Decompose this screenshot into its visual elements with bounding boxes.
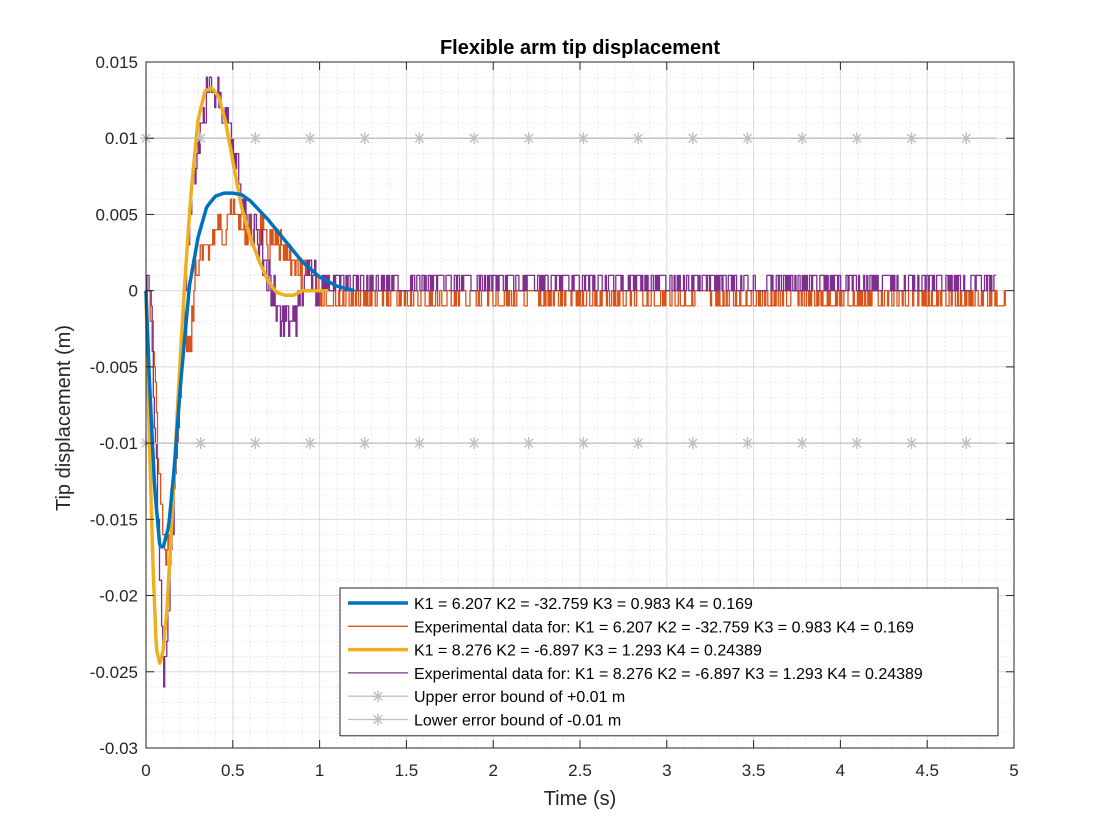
series-marker-6 xyxy=(194,437,207,450)
y-tick-label: -0.025 xyxy=(90,663,138,682)
legend-label: K1 = 8.276 K2 = -6.897 K3 = 1.293 K4 = 0… xyxy=(414,643,762,660)
series-marker-5 xyxy=(632,132,645,145)
y-tick-label: -0.015 xyxy=(90,510,138,529)
series-marker-5 xyxy=(413,132,426,145)
x-tick-label: 3.5 xyxy=(742,761,766,780)
series-marker-6 xyxy=(796,437,809,450)
y-tick-label: -0.02 xyxy=(99,587,138,606)
legend-label: K1 = 6.207 K2 = -32.759 K3 = 0.983 K4 = … xyxy=(414,596,753,613)
series-marker-5 xyxy=(468,132,481,145)
series-marker-5 xyxy=(850,132,863,145)
series-line-4 xyxy=(146,76,996,688)
series-marker-6 xyxy=(905,437,918,450)
series-marker-5 xyxy=(905,132,918,145)
y-tick-label: -0.03 xyxy=(99,739,138,758)
series-marker-6 xyxy=(358,437,371,450)
series-marker-6 xyxy=(850,437,863,450)
series-marker-6 xyxy=(249,437,262,450)
x-tick-label: 2 xyxy=(488,761,497,780)
series-marker-6 xyxy=(522,437,535,450)
series-marker-6 xyxy=(413,437,426,450)
x-tick-label: 4.5 xyxy=(915,761,939,780)
x-tick-label: 1.5 xyxy=(395,761,419,780)
x-tick-label: 4 xyxy=(836,761,845,780)
series-marker-6 xyxy=(960,437,973,450)
legend-label: Upper error bound of +0.01 m xyxy=(414,689,625,706)
y-tick-label: 0.015 xyxy=(95,53,138,72)
x-tick-label: 2.5 xyxy=(568,761,592,780)
legend-box xyxy=(339,587,999,737)
series-marker-5 xyxy=(741,132,754,145)
y-tick-label: -0.01 xyxy=(99,434,138,453)
series-marker-5 xyxy=(304,132,317,145)
series-marker-5 xyxy=(358,132,371,145)
y-tick-label: 0.01 xyxy=(105,129,138,148)
series-layer xyxy=(140,76,1006,688)
series-marker-5 xyxy=(577,132,590,145)
y-tick-label: 0 xyxy=(129,282,138,301)
chart-title: Flexible arm tip displacement xyxy=(440,37,720,59)
y-tick-label: 0.005 xyxy=(95,205,138,224)
series-marker-5 xyxy=(522,132,535,145)
series-marker-5 xyxy=(796,132,809,145)
x-tick-label: 0.5 xyxy=(221,761,245,780)
series-marker-6 xyxy=(304,437,317,450)
series-marker-6 xyxy=(686,437,699,450)
series-marker-6 xyxy=(632,437,645,450)
legend-marker xyxy=(372,713,384,726)
x-tick-label: 0 xyxy=(141,761,150,780)
x-tick-label: 1 xyxy=(315,761,324,780)
x-tick-label: 5 xyxy=(1009,761,1018,780)
series-line-1 xyxy=(144,191,356,549)
x-axis-ticks: 0 0.5 1 1.5 2 2.5 3 3.5 4 4.5 5 xyxy=(141,62,1019,780)
series-marker-6 xyxy=(577,437,590,450)
legend-label: Lower error bound of -0.01 m xyxy=(414,713,621,730)
legend-label: Experimental data for: K1 = 6.207 K2 = -… xyxy=(414,619,914,636)
y-axis-title: Tip displacement (m) xyxy=(53,325,75,511)
y-axis-ticks: 0.015 0.01 0.005 0 -0.005 -0.01 -0.015 -0.02 -0.… xyxy=(90,53,1014,758)
legend-label: Experimental data for: K1 = 8.276 K2 = -… xyxy=(414,666,923,683)
legend-marker xyxy=(372,690,384,703)
y-tick-label: -0.005 xyxy=(90,358,138,377)
x-tick-label: 3 xyxy=(662,761,671,780)
x-axis-title: Time (s) xyxy=(544,788,617,810)
series-marker-5 xyxy=(249,132,262,145)
series-marker-6 xyxy=(468,437,481,450)
series-marker-6 xyxy=(741,437,754,450)
series-marker-5 xyxy=(960,132,973,145)
legend: K1 = 6.207 K2 = -32.759 K3 = 0.983 K4 = … xyxy=(339,587,999,737)
series-marker-5 xyxy=(686,132,699,145)
